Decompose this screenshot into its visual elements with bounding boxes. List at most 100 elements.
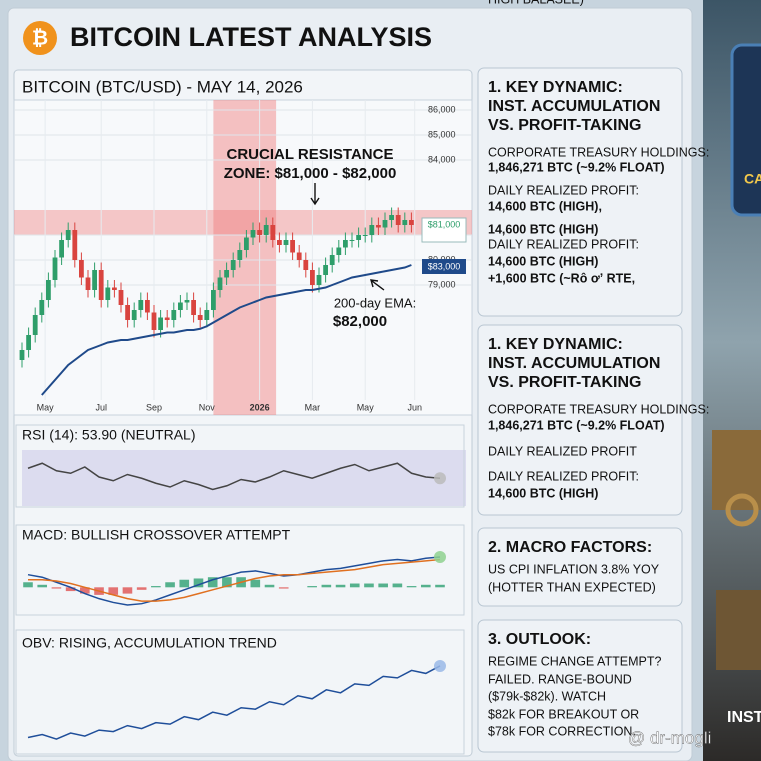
- icon-text: ₿: [32, 27, 48, 49]
- histogram-bar: [23, 582, 33, 588]
- x-tick-label: Mar: [305, 402, 321, 412]
- histogram-bar: [222, 577, 232, 588]
- last-point: [434, 659, 446, 672]
- candle-body: [356, 235, 361, 240]
- panel-line: 14,600 BTC (HIGH),: [488, 199, 602, 213]
- candle-body: [131, 310, 137, 320]
- last-point: [434, 472, 446, 485]
- candle-body: [32, 315, 38, 335]
- candle-body: [316, 275, 322, 285]
- indicator-line: [27, 462, 441, 491]
- panel-title: 1. KEY DYNAMIC:: [488, 79, 623, 96]
- photo-lock: [725, 493, 759, 527]
- candle-body: [138, 300, 144, 310]
- annotation: CRUCIAL RESISTANCE: [227, 146, 394, 163]
- histogram-bar: [307, 586, 317, 588]
- candle-body: [250, 230, 256, 238]
- histogram-bar: [165, 582, 175, 588]
- panel-line: 14,600 BTC (HIGH): [488, 486, 598, 500]
- candle-body: [112, 287, 117, 290]
- histogram-bar: [278, 587, 289, 589]
- histogram-bar: [151, 586, 161, 588]
- plot-area: [13, 99, 473, 416]
- candle-body: [72, 230, 78, 260]
- x-tick-label: Jul: [95, 402, 107, 412]
- info-panel: [477, 619, 683, 753]
- candle-body: [224, 270, 229, 278]
- histogram-bar: [207, 577, 218, 588]
- candle-body: [310, 270, 315, 285]
- x-tick-label: Nov: [199, 402, 216, 412]
- annotation: 200-day EMA:: [334, 295, 416, 310]
- histogram-bar: [349, 583, 360, 588]
- candle-body: [85, 277, 91, 290]
- histogram-bar: [392, 583, 403, 588]
- panel-line: DAILY REALIZED PROFIT: [488, 444, 637, 458]
- price-tag: [422, 259, 466, 274]
- histogram-bar: [136, 587, 147, 590]
- photo-text: CA: [744, 171, 761, 187]
- panel-title: 2. MACRO FACTORS:: [488, 539, 652, 556]
- x-tick-label: 2026: [250, 402, 270, 412]
- candle-body: [230, 260, 236, 270]
- histogram-bar: [250, 579, 261, 588]
- histogram-bar: [37, 584, 48, 588]
- candle-body: [277, 240, 282, 245]
- candle-body: [171, 310, 177, 320]
- histogram-bar: [420, 584, 431, 588]
- panel-line: 1,846,271 BTC (~9.2% FLOAT): [488, 160, 665, 174]
- candle-body: [217, 277, 223, 290]
- panel-line: +1,600 BTC (~Rô ơʼ RTE,: [488, 271, 635, 285]
- panel-line: 14,600 BTC (HIGH): [488, 254, 598, 268]
- candle-body: [211, 290, 216, 310]
- watermark: @ dr-mogli: [628, 728, 711, 747]
- candle-body: [343, 240, 348, 248]
- candle-body: [303, 260, 309, 270]
- y-tick-label: 84,000: [428, 154, 456, 164]
- candle-body: [39, 300, 45, 315]
- candle-body: [98, 270, 104, 300]
- indicator-title: MACD: BULLISH CROSSOVER ATTEMPT: [22, 527, 291, 543]
- annotation: $82,000: [333, 313, 387, 330]
- panel-line: REGIME CHANGE ATTEMPT?: [488, 654, 661, 668]
- candle-body: [65, 230, 71, 240]
- candle-body: [349, 240, 355, 241]
- candle-body: [395, 215, 401, 225]
- ema-line: [41, 264, 412, 396]
- info-panel: [477, 67, 683, 317]
- panel-title: VS. PROFIT-TAKING: [488, 374, 641, 391]
- x-tick-label: May: [357, 402, 375, 412]
- x-tick-label: Sep: [146, 402, 162, 412]
- panel-title: VS. PROFIT-TAKING: [488, 117, 641, 134]
- indicator-title: OBV: RISING, ACCUMULATION TREND: [22, 635, 277, 651]
- y-tick-label: 86,000: [428, 104, 456, 114]
- panel-line: 1,846,271 BTC (~9.2% FLOAT): [488, 418, 665, 432]
- y-tick-label: 79,000: [428, 279, 456, 289]
- candle-body: [283, 240, 289, 245]
- candle-body: [402, 220, 408, 225]
- candle-body: [376, 225, 381, 228]
- histogram-bar: [80, 587, 90, 594]
- histogram-bar: [122, 587, 133, 594]
- candle-body: [382, 220, 388, 228]
- panel-line: HIGH BALASEE): [488, 0, 584, 6]
- panel-title: 1. KEY DYNAMIC:: [488, 336, 623, 353]
- arrow: [310, 183, 320, 206]
- candle-body: [270, 225, 276, 240]
- histogram-bar: [406, 586, 417, 588]
- histogram-bar: [65, 587, 76, 592]
- candle-body: [244, 237, 249, 250]
- candle-body: [409, 220, 414, 225]
- candle-body: [184, 300, 190, 303]
- candle-body: [79, 260, 84, 278]
- candle-body: [164, 317, 170, 320]
- indicator-title: RSI (14): 53.90 (NEUTRAL): [22, 427, 196, 443]
- time-zone: [213, 100, 277, 415]
- candle-body: [329, 255, 335, 265]
- candle-body: [59, 240, 64, 258]
- candle-body: [125, 305, 130, 320]
- indicator-line: [27, 556, 441, 606]
- page-title: BITCOIN LATEST ANALYSIS: [70, 22, 432, 52]
- candle-body: [290, 240, 295, 253]
- candle-body: [389, 215, 394, 220]
